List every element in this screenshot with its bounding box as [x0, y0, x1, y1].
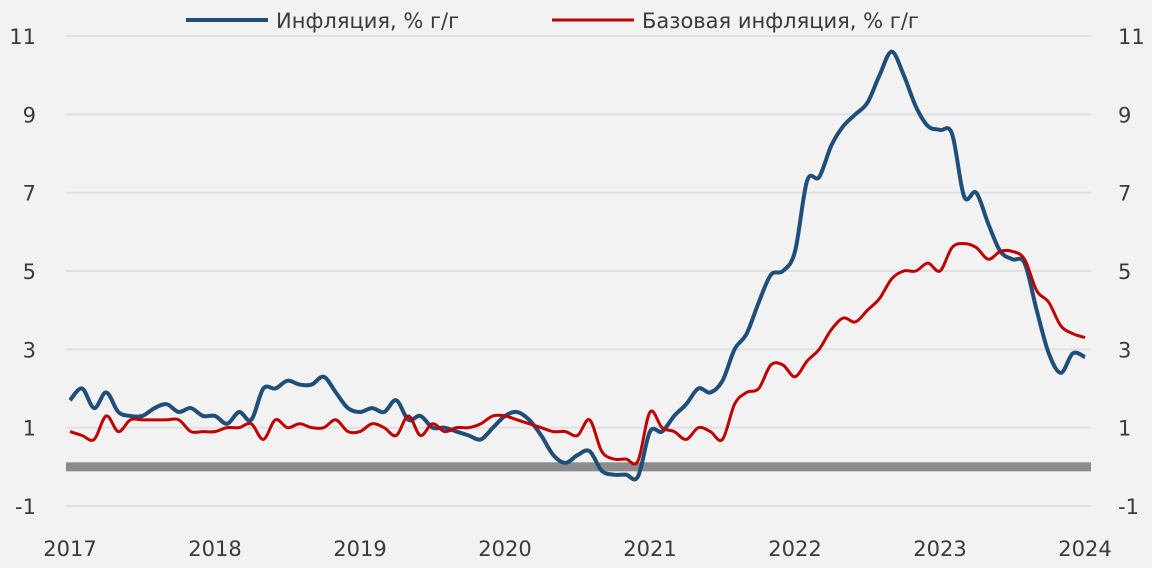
x-axis: 2017 2018 2019 2020 2021 2022 2023 2024 — [43, 537, 1111, 561]
y-axis-right: -1 1 3 5 7 9 11 — [1118, 25, 1145, 519]
y-tick-label-left: 11 — [9, 25, 36, 49]
x-tick-label: 2018 — [188, 537, 241, 561]
series-line-inflation — [68, 49, 1086, 482]
y-tick-label-right: -1 — [1118, 495, 1139, 519]
y-tick-label-right: 5 — [1118, 260, 1131, 284]
series-line-core-inflation — [69, 242, 1086, 466]
legend-label-inflation: Инфляция, % г/г — [276, 9, 459, 33]
y-tick-label-left: -1 — [15, 495, 36, 519]
y-tick-label-left: 1 — [23, 417, 36, 441]
x-tick-label: 2017 — [43, 537, 96, 561]
y-tick-label-right: 3 — [1118, 338, 1131, 362]
x-tick-label: 2022 — [768, 537, 821, 561]
y-tick-label-right: 9 — [1118, 103, 1131, 127]
y-tick-label-left: 5 — [23, 260, 36, 284]
y-axis-left: -1 1 3 5 7 9 11 — [9, 25, 36, 519]
x-tick-label: 2021 — [623, 537, 676, 561]
legend-label-core-inflation: Базовая инфляция, % г/г — [642, 9, 919, 33]
x-tick-label: 2019 — [333, 537, 386, 561]
series-lines — [68, 49, 1086, 482]
y-tick-label-right: 1 — [1118, 417, 1131, 441]
y-tick-label-right: 7 — [1118, 182, 1131, 206]
x-tick-label: 2020 — [478, 537, 531, 561]
y-tick-label-left: 7 — [23, 182, 36, 206]
y-tick-label-right: 11 — [1118, 25, 1145, 49]
zero-line — [66, 462, 1091, 472]
y-tick-label-left: 9 — [23, 103, 36, 127]
legend: Инфляция, % г/г Базовая инфляция, % г/г — [186, 9, 919, 33]
y-tick-label-left: 3 — [23, 338, 36, 362]
x-tick-label: 2024 — [1058, 537, 1111, 561]
x-tick-label: 2023 — [913, 537, 966, 561]
